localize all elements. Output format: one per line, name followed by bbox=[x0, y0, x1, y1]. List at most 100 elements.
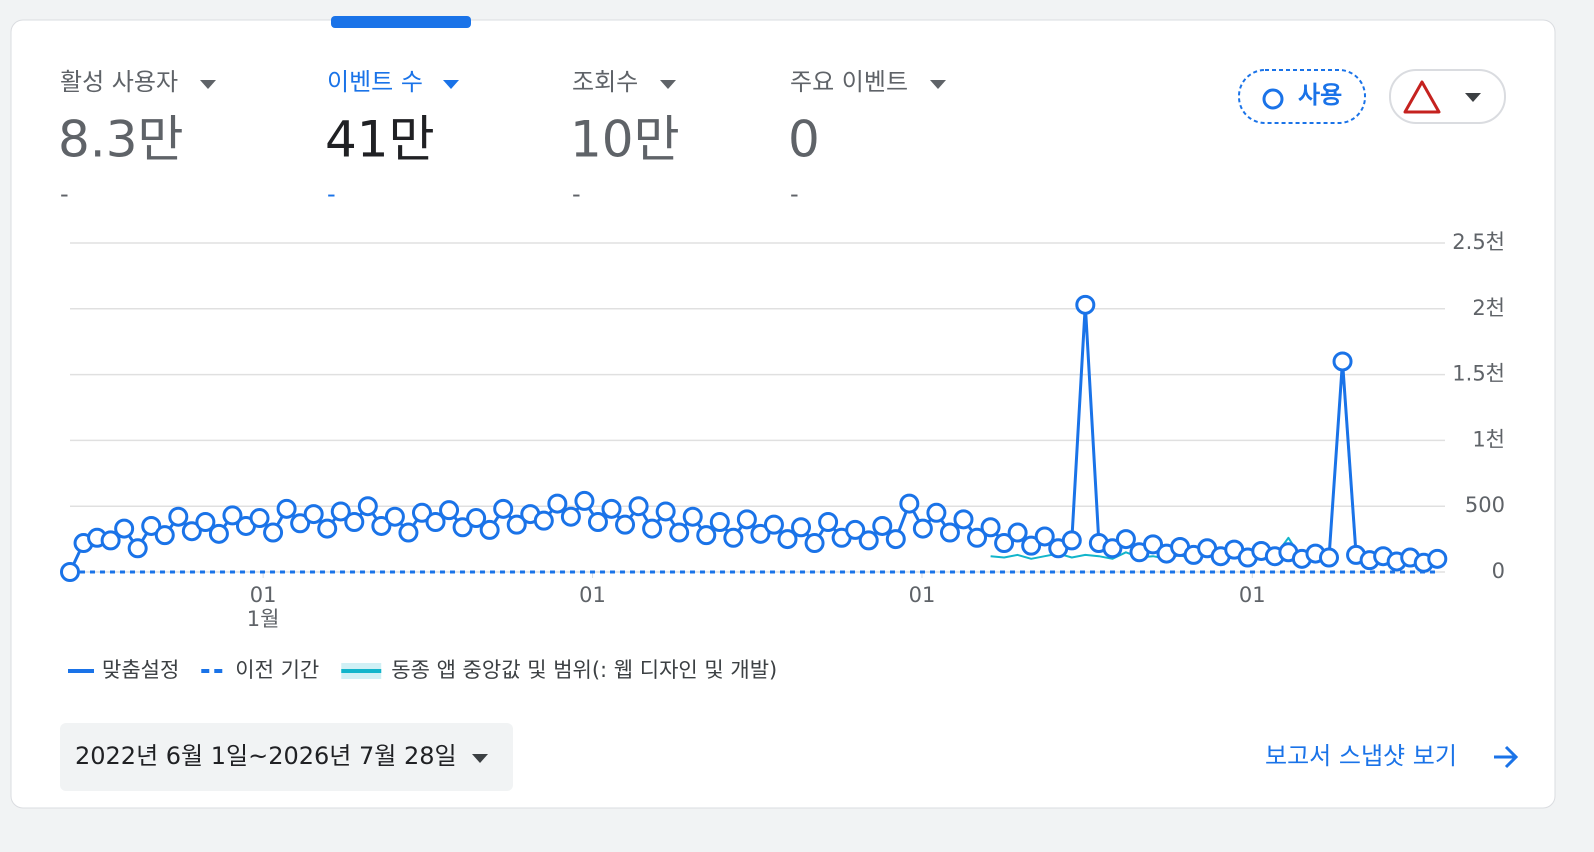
date-range-button[interactable]: 2022년 6월 1일~2026년 7월 28일 bbox=[60, 723, 513, 791]
data-point bbox=[168, 506, 189, 527]
data-point bbox=[601, 498, 622, 519]
date-range: 2022년 6월 1일~2026년 7월 28일 bbox=[75, 742, 457, 770]
data-point bbox=[696, 525, 717, 546]
data-point bbox=[317, 518, 338, 539]
data-point bbox=[885, 529, 906, 550]
data-point bbox=[141, 515, 162, 536]
data-point bbox=[303, 504, 324, 525]
metric-label: 조회수 bbox=[572, 68, 638, 96]
data-point bbox=[723, 527, 744, 548]
data-point bbox=[208, 523, 229, 544]
data-point bbox=[939, 522, 960, 543]
data-point bbox=[290, 513, 311, 534]
data-point bbox=[845, 519, 866, 540]
metric-change: - bbox=[327, 180, 336, 208]
warning-button[interactable] bbox=[1389, 69, 1506, 124]
dropdown-icon bbox=[443, 80, 459, 89]
x-tick-label: 01 bbox=[909, 583, 936, 607]
metric-tab[interactable]: 조회수 10만 - bbox=[570, 68, 680, 208]
metric-tab[interactable]: 활성 사용자 8.3만 - bbox=[58, 68, 216, 208]
data-point bbox=[858, 530, 879, 551]
data-point bbox=[791, 517, 812, 538]
data-point bbox=[452, 517, 473, 538]
y-tick-label: 0 bbox=[1492, 559, 1505, 583]
dropdown-icon bbox=[660, 80, 676, 89]
dropdown-icon bbox=[200, 80, 216, 89]
metric-value: 10만 bbox=[570, 111, 680, 169]
data-point bbox=[763, 514, 784, 535]
data-point bbox=[1007, 522, 1028, 543]
legend-label: 이전 기간 bbox=[235, 658, 319, 682]
data-point bbox=[466, 508, 487, 529]
data-point bbox=[777, 529, 798, 550]
legend-label: 동종 앱 중앙값 및 범위(: 웹 디자인 및 개발) bbox=[391, 658, 777, 682]
x-tick-sublabel: 1월 bbox=[247, 607, 280, 631]
metric-change: - bbox=[790, 180, 799, 208]
data-point bbox=[506, 514, 527, 535]
badge-button[interactable]: 사용 bbox=[1238, 69, 1366, 124]
data-point bbox=[1427, 548, 1448, 569]
metric-value: 8.3만 bbox=[58, 111, 184, 169]
metric-tab[interactable]: 이벤트 수 41만 - bbox=[325, 68, 459, 208]
data-point bbox=[114, 518, 135, 539]
data-point bbox=[276, 498, 297, 519]
data-point bbox=[1034, 526, 1055, 547]
data-point bbox=[980, 517, 1001, 538]
metric-change: - bbox=[572, 180, 581, 208]
data-point bbox=[804, 533, 825, 554]
dropdown-icon bbox=[1465, 93, 1481, 102]
data-point bbox=[384, 506, 405, 527]
data-point bbox=[533, 510, 554, 531]
data-point bbox=[587, 511, 608, 532]
data-point bbox=[736, 509, 757, 530]
x-tick-label: 01 bbox=[1239, 583, 1266, 607]
data-point bbox=[249, 508, 270, 529]
data-point bbox=[1143, 534, 1164, 555]
data-point bbox=[1061, 530, 1082, 551]
badge-border bbox=[1238, 69, 1366, 124]
data-point bbox=[100, 530, 121, 551]
data-point bbox=[1021, 535, 1042, 556]
date-range-box bbox=[60, 723, 513, 791]
data-point bbox=[181, 521, 202, 542]
data-point bbox=[330, 501, 351, 522]
metric-tab[interactable]: 주요 이벤트 0 - bbox=[788, 68, 946, 208]
legend-label: 맞춤설정 bbox=[102, 658, 179, 682]
data-point bbox=[818, 511, 839, 532]
metric-change: - bbox=[60, 180, 69, 208]
y-tick-label: 2.5천 bbox=[1452, 230, 1505, 254]
warning-border bbox=[1389, 69, 1506, 124]
data-point bbox=[899, 493, 920, 514]
dropdown-icon bbox=[930, 80, 946, 89]
data-point bbox=[493, 498, 514, 519]
y-tick-label: 1천 bbox=[1472, 427, 1505, 451]
snapshot-link[interactable]: 보고서 스냅샷 보기 bbox=[1265, 742, 1519, 770]
data-point bbox=[872, 515, 893, 536]
data-point bbox=[127, 538, 148, 559]
metric-label: 이벤트 수 bbox=[327, 68, 423, 96]
warning-icon bbox=[1403, 80, 1441, 114]
data-point bbox=[263, 522, 284, 543]
data-point bbox=[439, 500, 460, 521]
data-point bbox=[912, 518, 933, 539]
data-point bbox=[398, 522, 419, 543]
metric-label: 주요 이벤트 bbox=[790, 68, 908, 96]
data-point bbox=[1115, 529, 1136, 550]
data-point bbox=[222, 505, 243, 526]
badge-icon bbox=[1262, 88, 1284, 110]
data-point bbox=[953, 509, 974, 530]
data-point bbox=[709, 511, 730, 532]
metric-value: 41만 bbox=[325, 111, 435, 169]
tab-indicator bbox=[331, 16, 471, 28]
data-point bbox=[669, 522, 690, 543]
badge-label: 사용 bbox=[1298, 81, 1342, 109]
data-point bbox=[479, 519, 500, 540]
x-tick-label: 01 bbox=[250, 583, 277, 607]
data-point bbox=[425, 511, 446, 532]
data-point bbox=[195, 511, 216, 532]
data-point bbox=[411, 502, 432, 523]
metric-label: 활성 사용자 bbox=[60, 68, 178, 96]
y-tick-label: 500 bbox=[1465, 493, 1505, 517]
